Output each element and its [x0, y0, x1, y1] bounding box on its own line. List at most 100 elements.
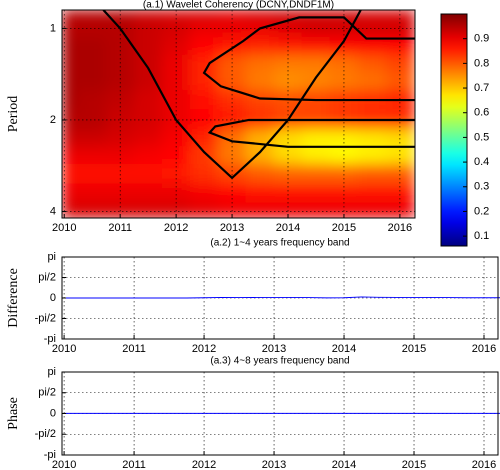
heatmap-clip [62, 10, 415, 218]
x-tick-label: 2015 [402, 459, 426, 470]
heat-cell [385, 37, 415, 56]
x-tick-label: 2016 [472, 343, 496, 355]
heat-cell [133, 10, 163, 22]
heat-cell [62, 10, 79, 22]
heatmap [62, 10, 415, 218]
colorbar-tick-label: 0.1 [474, 230, 489, 242]
heat-cell [62, 183, 79, 204]
y-tick-label: pi/2 [38, 271, 56, 283]
heat-cell [77, 54, 107, 73]
heat-cell [385, 10, 415, 22]
heat-cell [77, 89, 107, 110]
heat-cell [385, 183, 415, 204]
x-tick-label: 2016 [388, 222, 412, 234]
colorbar-tick-label: 0.4 [474, 156, 489, 168]
y-tick-label: 2 [50, 114, 56, 126]
x-tick-label: 2012 [192, 343, 216, 355]
grid [62, 10, 415, 218]
heat-cell [189, 10, 219, 22]
heat-cell [357, 54, 387, 73]
colorbar [440, 13, 468, 247]
heat-cell [133, 37, 163, 56]
heat-cell [161, 72, 191, 91]
heat-cell [385, 146, 415, 165]
heat-cell [77, 202, 107, 218]
heat-cell [189, 163, 219, 185]
y-tick-label: -pi/2 [35, 428, 56, 440]
heat-cell [273, 72, 303, 91]
heat-cell [189, 37, 219, 56]
x-tick-label: 2016 [472, 459, 496, 470]
heat-cell [62, 37, 79, 56]
heat-cell [301, 183, 331, 204]
heat-cell [105, 128, 135, 147]
heat-cell [301, 163, 331, 185]
heat-cell [245, 163, 275, 185]
heat-cell [62, 72, 79, 91]
x-tick-label: 2012 [192, 459, 216, 470]
heat-cell [273, 183, 303, 204]
heat-cell [329, 128, 359, 147]
y-tick-label: 0 [50, 407, 56, 419]
heat-cell [245, 37, 275, 56]
heat-cell [189, 72, 219, 91]
x-tick-label: 2013 [262, 343, 286, 355]
plot-frame [61, 256, 499, 340]
colorbar-tick-label: 0.7 [474, 82, 489, 94]
x-tick-label: 2014 [276, 222, 300, 234]
heat-cell [385, 128, 415, 147]
heat-cell [357, 146, 387, 165]
heat-cell [245, 202, 275, 218]
heat-cell [245, 72, 275, 91]
heat-cell [133, 163, 163, 185]
heat-cell [357, 183, 387, 204]
colorbar-tick-label: 0.3 [474, 181, 489, 193]
x-tick-label: 2012 [164, 222, 188, 234]
heat-cell [301, 37, 331, 56]
y-tick-label: 4 [50, 205, 56, 217]
heat-cell [133, 72, 163, 91]
heat-cell [189, 89, 219, 110]
heat-cell [273, 21, 303, 38]
heat-cell [217, 183, 247, 204]
heat-cell [133, 21, 163, 38]
y-tick-label: 1 [50, 22, 56, 34]
plot-frame [61, 371, 499, 456]
heat-cell [62, 108, 79, 130]
heat-cell [133, 108, 163, 130]
heat-cell [77, 146, 107, 165]
heat-cell [357, 10, 387, 22]
y-tick-label: 0 [50, 292, 56, 304]
plot-frame [61, 9, 416, 219]
x-tick-label: 2011 [108, 222, 132, 234]
heat-cell [301, 21, 331, 38]
heat-cell [217, 21, 247, 38]
colorbar-tick-label: 0.8 [474, 57, 489, 69]
heat-cell [301, 202, 331, 218]
heat-cell [357, 37, 387, 56]
heat-cell [301, 72, 331, 91]
heat-cell [77, 183, 107, 204]
heat-cell [329, 163, 359, 185]
colorbar-tick-label: 0.5 [474, 131, 489, 143]
heat-cell [189, 202, 219, 218]
x-tick-label: 2015 [402, 343, 426, 355]
x-tick-label: 2011 [122, 459, 146, 470]
heat-cell [77, 21, 107, 38]
contour [102, 10, 362, 180]
heat-cell [217, 89, 247, 110]
heat-cell [357, 163, 387, 185]
heat-cell [217, 54, 247, 73]
heat-cell [105, 183, 135, 204]
heat-cell [301, 10, 331, 22]
x-tick-label: 2011 [122, 343, 146, 355]
heat-cell [329, 10, 359, 22]
heat-cell [105, 72, 135, 91]
heat-cell [329, 183, 359, 204]
heat-cell [245, 10, 275, 22]
heat-cell [217, 72, 247, 91]
heat-cell [77, 72, 107, 91]
heat-cell [189, 128, 219, 147]
heat-cell [161, 183, 191, 204]
